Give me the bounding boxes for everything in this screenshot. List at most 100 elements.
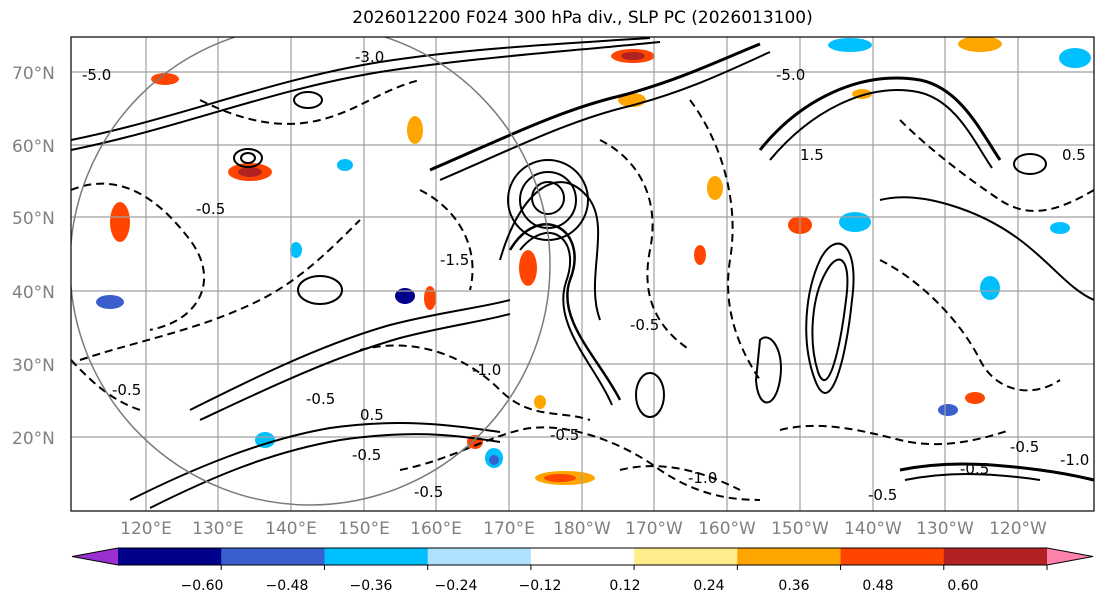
contour-line (1013, 153, 1047, 175)
shade-patch (424, 286, 436, 310)
reference-circle (71, 37, 551, 506)
contour-line (293, 91, 323, 109)
contour-line (129, 422, 501, 501)
lon-label: 170°E (483, 519, 535, 539)
lon-label: 130°E (192, 519, 244, 539)
contour-line (189, 299, 511, 411)
lat-label: 40°N (12, 283, 55, 303)
lon-label: 160°W (698, 519, 756, 539)
contour-line (769, 89, 993, 169)
contour-line (297, 275, 343, 305)
contour-line (519, 231, 613, 406)
contour-label: 0.5 (1062, 146, 1086, 164)
shade-patch (337, 159, 353, 171)
contour-label: -0.5 (352, 446, 381, 464)
colorbar-tick-label: −0.12 (519, 578, 562, 594)
latitude-labels: 70°N 60°N 50°N 40°N 30°N 20°N (12, 64, 55, 449)
colorbar-segment (427, 548, 532, 565)
colorbar-segment (634, 548, 738, 565)
lon-label: 140°W (844, 519, 902, 539)
contour-line (429, 42, 761, 172)
colorbar-extend-min (72, 548, 118, 565)
contour-line (240, 152, 256, 164)
contour-labels: -5.0 -3.0 -0.5 -0.5 -0.5 0.5 -1.5 -1.0 -… (82, 48, 1089, 504)
contour-label: -0.5 (1010, 438, 1039, 456)
contour-line (904, 473, 1041, 481)
colorbar-extend-max (1047, 548, 1093, 565)
contour-line (879, 196, 1094, 301)
contour-label: -1.0 (472, 361, 501, 379)
contour-line (519, 171, 577, 229)
contour-line (635, 372, 665, 418)
colorbar-segment (840, 548, 945, 565)
colorbar-ticks (220, 565, 1048, 570)
contour-line (758, 76, 1002, 161)
contour-line (531, 181, 565, 215)
contour-label: 1.5 (800, 146, 824, 164)
lon-label: 120°E (120, 519, 172, 539)
dashed-contour (689, 99, 761, 381)
contour-line (754, 336, 782, 404)
colorbar-tick-label: 0.12 (609, 578, 640, 594)
contour-label: -0.5 (550, 426, 579, 444)
map-title: 2026012200 F024 300 hPa div., SLP PC (20… (352, 8, 813, 28)
dashed-contour (79, 219, 361, 361)
shade-patch (965, 392, 985, 404)
map-panel: -5.0 -3.0 -0.5 -0.5 -0.5 0.5 -1.5 -1.0 -… (70, 36, 1095, 512)
dashed-contour (619, 465, 741, 491)
shade-patch (938, 404, 958, 416)
shade-patch (828, 38, 872, 52)
shade-patch (839, 212, 871, 232)
contour-line (805, 242, 855, 394)
shade-patch (255, 432, 275, 448)
shade-patch (694, 245, 706, 265)
graticule (71, 37, 1094, 511)
lat-label: 30°N (12, 356, 55, 376)
divergence-shading (96, 37, 1091, 485)
contour-label: -0.5 (960, 460, 989, 478)
colorbar-segment (324, 548, 429, 565)
lon-label: 140°E (265, 519, 317, 539)
lat-label: 60°N (12, 137, 55, 157)
contour-line (811, 258, 849, 381)
shade-patch (407, 116, 423, 144)
dashed-contour (599, 139, 691, 351)
shade-patch (110, 202, 130, 242)
shade-patch (621, 52, 645, 60)
colorbar-tick-label: −0.36 (350, 578, 393, 594)
shade-patch (151, 73, 179, 85)
colorbar-tick-label: −0.60 (181, 578, 224, 594)
lon-label: 120°W (989, 519, 1047, 539)
lat-label: 20°N (12, 429, 55, 449)
colorbar-tick-label: 0.60 (947, 578, 978, 594)
shade-patch (489, 455, 499, 465)
contour-label: -1.5 (440, 251, 469, 269)
contour-line (71, 41, 661, 151)
contour-label: -0.5 (868, 486, 897, 504)
contour-line (508, 223, 622, 401)
dashed-contour (419, 189, 474, 291)
contour-label: -1.0 (1060, 451, 1089, 469)
lon-label: 130°W (916, 519, 974, 539)
contour-label: -1.0 (688, 469, 717, 487)
shade-patch (1059, 48, 1091, 68)
contour-line (899, 462, 1094, 482)
dashed-contour (71, 182, 206, 331)
lon-label: 170°W (625, 519, 683, 539)
shade-patch (519, 250, 537, 286)
lon-label: 150°W (771, 519, 829, 539)
colorbar-tick-labels: −0.60 −0.48 −0.36 −0.24 −0.12 0.12 0.24 … (181, 578, 979, 594)
shade-patch (980, 276, 1000, 300)
dashed-contour (879, 259, 1061, 392)
contour-label: -3.0 (355, 48, 384, 66)
solid-contours (71, 37, 1094, 509)
contour-line (233, 148, 263, 168)
map-frame (70, 36, 1095, 512)
contour-label: 0.5 (360, 406, 384, 424)
shade-patch (96, 295, 124, 309)
contour-line (199, 313, 511, 421)
lon-label: 180°W (553, 519, 611, 539)
colorbar-tick-label: −0.24 (435, 578, 478, 594)
contour-line (71, 37, 651, 141)
